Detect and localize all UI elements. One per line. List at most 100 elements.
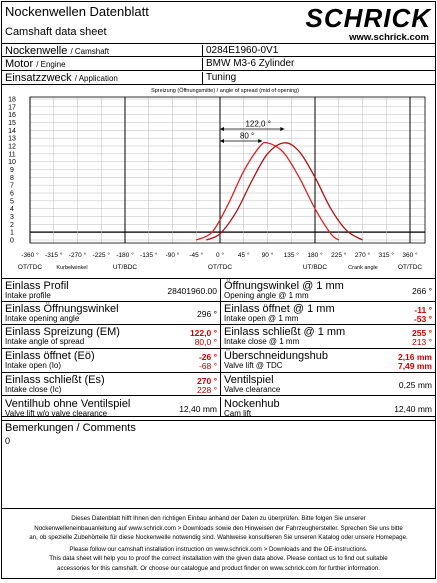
param-label: Einlass Profil: [5, 280, 69, 292]
title: Nockenwellen Datenblatt: [5, 4, 149, 19]
y-tick-label: 14: [8, 128, 16, 135]
param-label-en: Intake angle of spread: [5, 337, 85, 347]
param-cell: Einlass Öffnungswinkel Intake opening ang…: [2, 302, 220, 325]
info-label-en: / Engine: [36, 60, 66, 69]
x-tick-label: 360 °: [402, 251, 418, 259]
param-value: -26 °: [198, 352, 217, 363]
param-cell: Einlass öffnet @ 1 mm Intake open @ 1 mm -…: [220, 301, 435, 325]
comments-text: 0: [5, 436, 11, 446]
info-label-de: Einsatzzweck: [5, 72, 72, 84]
param-value: -53 °: [413, 313, 432, 324]
param-value: 266 °: [412, 286, 432, 296]
subtitle: Camshaft data sheet: [5, 26, 107, 38]
param-value: 28401960.00: [167, 286, 217, 296]
x-tick-label: 0 °: [216, 251, 224, 259]
x-tick-label: 270 °: [355, 251, 371, 259]
arrow-head: [280, 127, 285, 131]
x-axis-label: Kurbelwinkel: [56, 265, 87, 271]
param-value: 80,0 °: [194, 337, 217, 348]
x-axis-label: Crank angle: [348, 265, 378, 271]
x-sublabel: OT/TDC: [398, 264, 422, 271]
param-cell: Nockenhub Cam lift 12,40 mm: [220, 396, 435, 418]
param-cell: Ventilhub ohne Ventilspiel Valve lift w/o…: [2, 397, 220, 418]
param-label: Einlass Spreizung (EM): [5, 326, 120, 339]
footer-line: an, ob spezielle Zubehörteile für diese …: [29, 534, 408, 542]
param-label-en: Valve clearance: [224, 384, 281, 394]
x-tick-label: 135 °: [284, 251, 300, 259]
info-value: BMW M3-6 Zylinder: [202, 58, 294, 70]
y-tick-label: 0: [10, 238, 14, 245]
param-label-en: Intake open @ 1 mm: [224, 313, 299, 323]
param-label-en: Intake opening angle: [5, 313, 80, 323]
param-label-en: Valve lift @ TDC: [224, 361, 283, 371]
param-value: 2,16 mm: [397, 352, 432, 363]
x-tick-label: -45 °: [189, 251, 203, 259]
x-tick-label: 90 °: [262, 251, 274, 259]
param-value: 255 °: [412, 328, 432, 339]
y-tick-label: 13: [8, 136, 16, 143]
param-row: Einlass Profil Intake profile 28401960.00 Ö…: [2, 278, 435, 302]
param-cell: Öffnungswinkel @ 1 mm Opening angle @ 1 m…: [220, 279, 435, 301]
info-label: Motor / Engine: [5, 58, 66, 71]
chart-title: Spreizung (Öffnungsmitte) / angle of spr…: [151, 87, 299, 94]
param-label: Überschneidungshub: [224, 350, 328, 363]
param-label-en: Cam lift: [224, 408, 252, 418]
y-tick-label: 3: [10, 214, 14, 221]
y-tick-label: 12: [8, 144, 16, 151]
y-tick-label: 15: [8, 120, 16, 127]
param-label: Einlass schließt (Es): [5, 373, 105, 386]
param-value: 270 °: [197, 375, 217, 386]
param-row: Einlass Spreizung (EM) Intake angle of sp…: [2, 325, 435, 350]
footer-line: accessories for this camshaft. Or choose…: [57, 564, 380, 572]
param-value: 296 °: [197, 308, 217, 319]
param-label: Einlass öffnet (Eö): [5, 350, 95, 363]
param-value: 122,0 °: [189, 328, 217, 339]
x-tick-label: -90 °: [166, 251, 180, 259]
footer-line: Dieses Datenblatt hilft Ihnen den richti…: [71, 515, 366, 522]
info-value: 0284E1960-0V1: [202, 45, 278, 57]
param-cell: Ventilspiel Valve clearance 0,25 mm: [220, 372, 435, 396]
y-tick-label: 17: [8, 104, 16, 111]
footer-line: Please follow our camshaft installation …: [69, 545, 368, 553]
param-value: 12,40 mm: [394, 403, 432, 414]
info-row: Nockenwelle / Camshaft 0284E1960-0V1: [2, 43, 435, 57]
y-tick-label: 10: [8, 159, 16, 166]
url: www.schrick.com: [349, 32, 429, 43]
param-value: -68 °: [198, 361, 217, 372]
info-label-en: / Application: [74, 74, 118, 83]
plot-border: [29, 96, 426, 244]
x-tick-label: -225 °: [93, 251, 111, 259]
x-tick-label: 225 °: [331, 251, 347, 259]
x-tick-label: -360 °: [21, 251, 39, 259]
y-tick-label: 9: [10, 167, 14, 174]
lift-curve: [206, 142, 363, 241]
param-row: Einlass schließt (Es) Intake close (Ic) 27…: [2, 372, 435, 397]
x-tick-label: 315 °: [379, 251, 395, 259]
param-label: Ventilspiel: [224, 373, 274, 386]
y-tick-label: 7: [10, 183, 14, 190]
info-row: Motor / Engine BMW M3-6 Zylinder: [2, 57, 435, 71]
y-tick-label: 5: [10, 198, 14, 205]
logo: SCHRICK: [305, 3, 431, 33]
param-label: Nockenhub: [224, 397, 280, 410]
annotation-label: 80 °: [240, 132, 254, 141]
param-value: 0,25 mm: [398, 379, 432, 390]
y-tick-label: 6: [10, 191, 14, 198]
x-tick-label: 180 °: [307, 251, 323, 259]
param-value: 12,40 mm: [179, 403, 217, 414]
param-cell: Einlass Profil Intake profile 28401960.00: [2, 279, 220, 301]
y-tick-label: 8: [10, 175, 14, 182]
chart: Spreizung (Öffnungsmitte) / angle of spr…: [8, 87, 426, 271]
x-tick-label: -315 °: [45, 251, 63, 259]
footer-line: Nockenwelleneinbauanleitung auf www.schr…: [34, 524, 403, 532]
y-tick-label: 16: [8, 112, 16, 119]
y-tick-label: 2: [10, 222, 14, 229]
annotation-label: 122,0 °: [245, 120, 270, 129]
x-sublabel: UT/BDC: [303, 264, 328, 271]
param-cell: Einlass schließt (Es) Intake close (Ic) 27…: [2, 373, 220, 396]
param-label: Einlass schließt @ 1 mm: [224, 326, 346, 339]
param-label-en: Intake profile: [5, 291, 51, 300]
info-label-de: Nockenwelle: [5, 45, 68, 57]
